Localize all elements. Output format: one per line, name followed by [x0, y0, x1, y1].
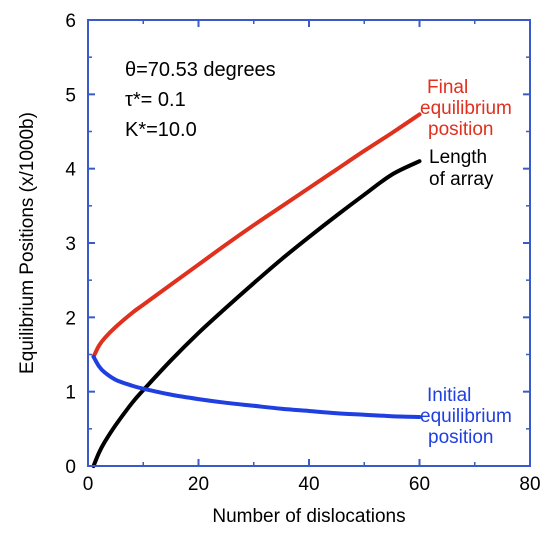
svg-text:equilibrium: equilibrium	[420, 98, 512, 119]
svg-text:equilibrium: equilibrium	[420, 406, 512, 427]
svg-text:of array: of array	[429, 169, 494, 190]
x-tick-label: 0	[83, 474, 94, 495]
y-tick-label: 5	[65, 85, 76, 106]
initial-series-line	[91, 354, 422, 419]
tau-parameter: τ*= 0.1	[125, 89, 186, 111]
theta-parameter: θ=70.53 degrees	[125, 59, 276, 81]
k-parameter: K*=10.0	[125, 119, 197, 141]
y-tick-label: 3	[65, 234, 76, 255]
length-series-line	[91, 159, 422, 468]
svg-text:Final: Final	[427, 77, 468, 98]
x-tick-label: 80	[519, 474, 540, 495]
length-series-label: Length of array	[429, 147, 494, 190]
plot-frame	[87, 19, 531, 467]
final-series-label: Final equilibrium position	[420, 77, 512, 140]
x-tick-label: 20	[188, 474, 209, 495]
y-tick-label: 6	[65, 11, 76, 32]
axis-tick-labels: 0 20 40 60 80 0 1 2 3 4 5 6	[65, 11, 540, 495]
y-tick-label: 2	[65, 308, 76, 329]
x-tick-label: 60	[409, 474, 430, 495]
y-tick-label: 0	[65, 457, 76, 478]
initial-series-label: Initial equilibrium position	[420, 385, 512, 448]
svg-text:position: position	[428, 427, 494, 448]
y-axis-title: Equilibrium Positions (x/1000b)	[17, 112, 38, 374]
y-tick-label: 4	[65, 160, 76, 181]
svg-text:position: position	[428, 119, 494, 140]
x-axis-title: Number of dislocations	[212, 506, 405, 527]
y-tick-label: 1	[65, 383, 76, 404]
final-series-line	[91, 112, 422, 359]
x-tick-label: 40	[298, 474, 319, 495]
svg-text:Length: Length	[429, 147, 487, 168]
svg-text:Initial: Initial	[427, 385, 471, 406]
series-lines	[91, 112, 422, 468]
